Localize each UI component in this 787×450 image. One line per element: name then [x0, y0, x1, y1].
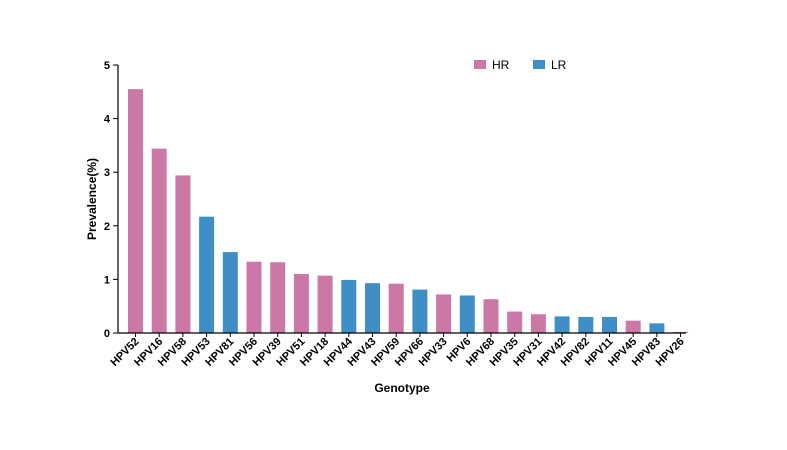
bar-hpv11: [602, 316, 617, 333]
bar-hpv66: [412, 289, 428, 333]
bar-hpv43: [365, 283, 380, 333]
legend-swatch-lr: [533, 60, 545, 69]
bar-hpv51: [293, 274, 309, 333]
y-axis-title: Prevalence(%): [85, 158, 99, 240]
axes-group: [117, 65, 686, 337]
bar-hpv44: [341, 279, 357, 333]
legend: HR LR: [474, 58, 567, 72]
y-tick-label-3: 3: [104, 167, 110, 179]
y-tick-label-0: 0: [104, 328, 110, 340]
legend-label-hr: HR: [492, 58, 510, 72]
bar-hpv16: [151, 148, 167, 333]
bar-hpv81: [222, 252, 238, 333]
bar-hpv58: [175, 175, 191, 333]
y-tick-label-5: 5: [104, 60, 110, 72]
legend-label-lr: LR: [551, 58, 567, 72]
bar-hpv68: [483, 299, 499, 333]
y-tick-label-4: 4: [104, 114, 111, 126]
bar-hpv83: [649, 323, 665, 333]
bar-hpv35: [507, 311, 523, 333]
bar-hpv82: [578, 316, 594, 333]
bar-hpv6: [459, 295, 475, 333]
bar-hpv39: [270, 262, 286, 333]
y-ticks-group: 0 1 2 3 4 5: [104, 60, 118, 340]
bar-hpv31: [530, 314, 546, 333]
bar-hpv59: [388, 283, 404, 333]
bar-hpv53: [199, 216, 215, 333]
bar-hpv42: [554, 316, 570, 333]
y-tick-label-2: 2: [104, 221, 110, 233]
bars-group: [128, 89, 689, 334]
legend-swatch-hr: [474, 60, 486, 69]
bar-hpv18: [317, 275, 333, 333]
x-tick-labels-group: HPV52HPV16HPV58HPV53HPV81HPV56HPV39HPV51…: [108, 335, 686, 369]
bar-hpv52: [128, 89, 143, 334]
y-tick-label-1: 1: [104, 274, 110, 286]
x-axis-title: Genotype: [374, 381, 430, 395]
bar-hpv56: [246, 261, 262, 333]
bar-hpv33: [436, 294, 452, 333]
bar-hpv45: [625, 320, 641, 333]
